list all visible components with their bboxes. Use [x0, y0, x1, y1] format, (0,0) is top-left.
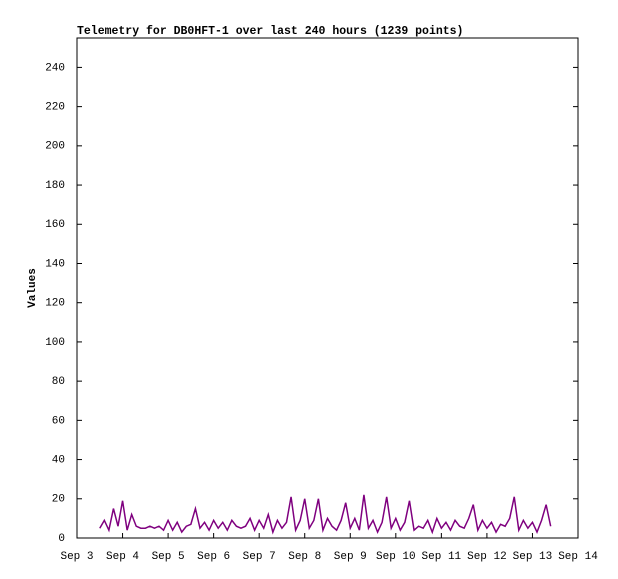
x-tick-label: Sep 5	[152, 551, 185, 563]
x-tick-label: Sep 6	[197, 551, 230, 563]
x-tick-label: Sep 13	[513, 551, 553, 563]
y-tick-label: 160	[45, 219, 65, 231]
y-tick-label: 0	[58, 533, 65, 545]
y-tick-label: 220	[45, 102, 65, 114]
x-tick-label: Sep 3	[60, 551, 93, 563]
y-tick-label: 120	[45, 298, 65, 310]
y-axis-label: Values	[27, 268, 39, 308]
y-tick-label: 200	[45, 141, 65, 153]
y-tick-label: 100	[45, 337, 65, 349]
x-tick-label: Sep 9	[334, 551, 367, 563]
x-tick-label: Sep 14	[558, 551, 598, 563]
y-tick-label: 180	[45, 180, 65, 192]
x-tick-label: Sep 8	[288, 551, 321, 563]
plot-frame	[76, 37, 579, 539]
x-tick-label: Sep 7	[243, 551, 276, 563]
x-tick-label: Sep 11	[422, 551, 462, 563]
y-tick-label: 140	[45, 258, 65, 270]
y-tick-label: 20	[52, 494, 65, 506]
y-tick-label: 240	[45, 62, 65, 74]
x-tick-label: Sep 10	[376, 551, 416, 563]
series-line	[99, 494, 552, 535]
x-tick-label: Sep 12	[467, 551, 507, 563]
y-tick-label: 40	[52, 454, 65, 466]
y-tick-label: 60	[52, 415, 65, 427]
chart-title: Telemetry for DB0HFT-1 over last 240 hou…	[77, 25, 463, 38]
y-tick-label: 80	[52, 376, 65, 388]
x-tick-label: Sep 4	[106, 551, 139, 563]
